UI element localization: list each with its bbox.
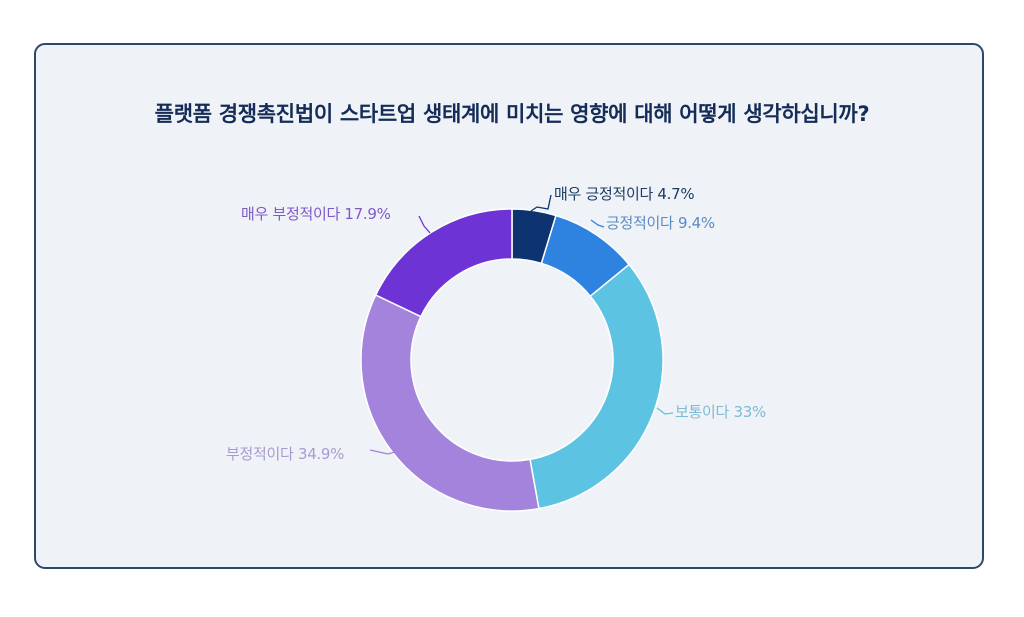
leader-neutral: [656, 407, 674, 415]
label-positive: 긍정적이다 9.4%: [606, 214, 715, 232]
label-very-negative: 매우 부정적이다 17.9%: [241, 205, 391, 223]
label-very-positive: 매우 긍정적이다 4.7%: [554, 185, 695, 203]
leader-very-positive: [530, 194, 552, 212]
donut-slices: [360, 208, 664, 512]
leader-very-negative: [418, 215, 431, 234]
chart-title: 플랫폼 경쟁촉진법이 스타트업 생태계에 미치는 영향에 대해 어떻게 생각하십…: [154, 102, 870, 126]
label-negative: 부정적이다 34.9%: [226, 445, 345, 463]
leader-positive: [590, 219, 605, 228]
slice-neutral: [529, 263, 664, 510]
leader-negative: [369, 449, 396, 455]
slice-negative: [360, 294, 540, 512]
slice-very-negative: [374, 208, 513, 318]
label-neutral: 보통이다 33%: [675, 403, 766, 421]
leader-lines: [369, 194, 674, 455]
